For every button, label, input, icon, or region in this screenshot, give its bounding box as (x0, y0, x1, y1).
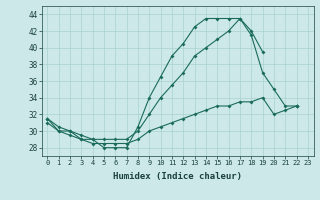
X-axis label: Humidex (Indice chaleur): Humidex (Indice chaleur) (113, 172, 242, 181)
